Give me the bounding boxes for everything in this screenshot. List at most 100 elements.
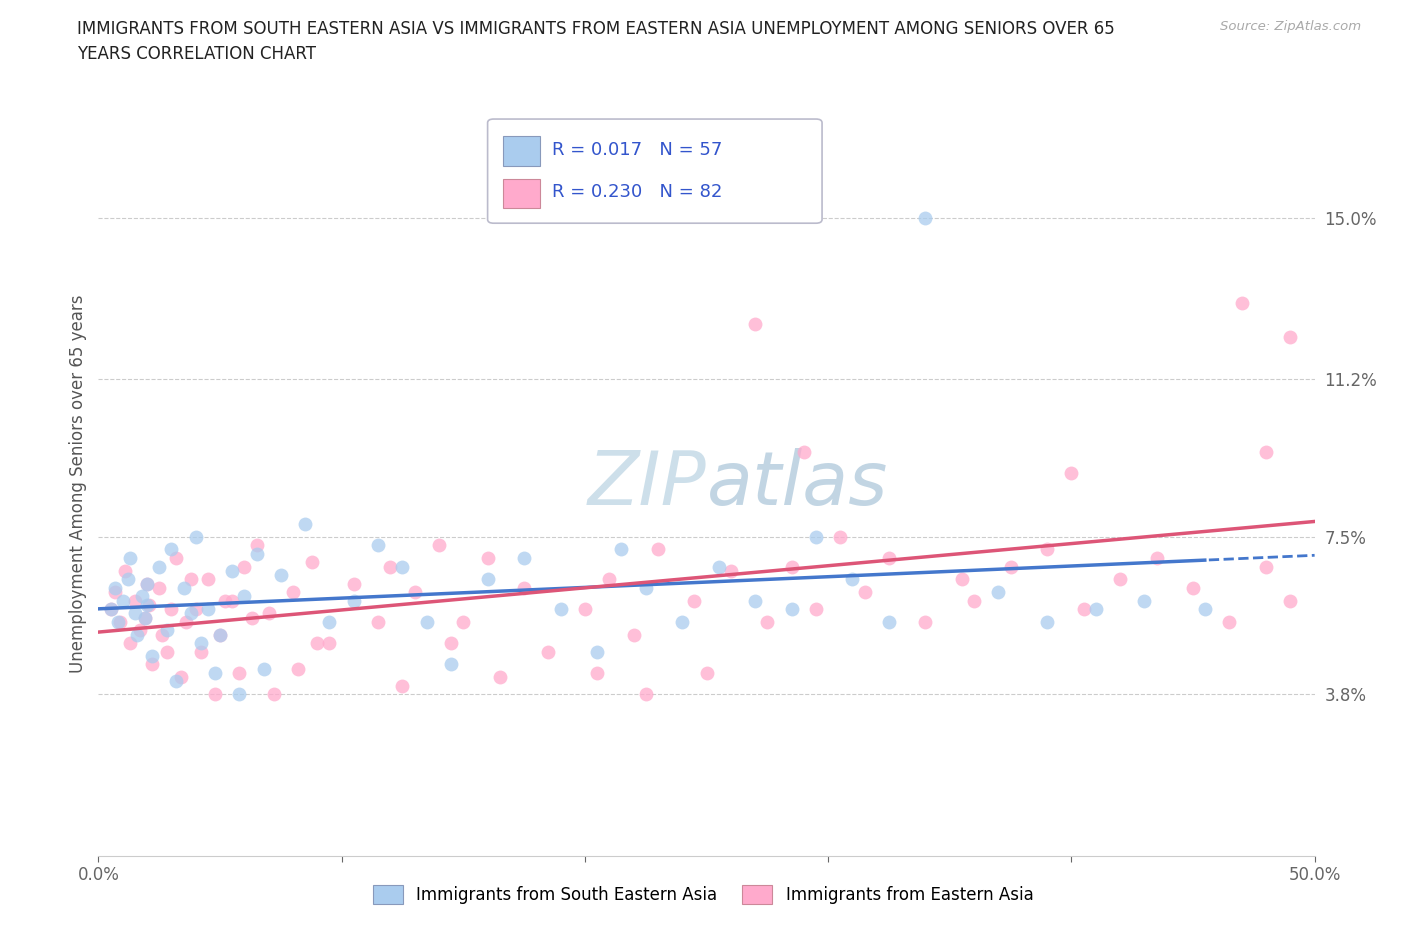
Point <box>233 589 256 604</box>
FancyBboxPatch shape <box>488 119 823 223</box>
Point <box>696 665 718 680</box>
Point <box>131 589 153 604</box>
Point <box>209 627 232 642</box>
Point <box>744 593 766 608</box>
Point <box>1000 559 1022 574</box>
Point <box>134 610 156 625</box>
Point <box>1279 329 1302 344</box>
Point <box>228 665 250 680</box>
Point <box>440 657 463 671</box>
Point <box>155 644 177 659</box>
Point <box>586 665 609 680</box>
Point <box>184 529 207 544</box>
Point <box>148 559 170 574</box>
Point <box>367 615 389 630</box>
Point <box>100 602 122 617</box>
Point <box>586 644 609 659</box>
Point <box>634 686 657 701</box>
Point <box>180 605 202 620</box>
Point <box>477 551 499 565</box>
Point <box>1254 559 1277 574</box>
Point <box>623 627 645 642</box>
Point <box>780 602 803 617</box>
Point <box>257 605 280 620</box>
FancyBboxPatch shape <box>503 179 540 208</box>
Point <box>1146 551 1168 565</box>
Point <box>391 678 413 693</box>
Point <box>150 627 173 642</box>
Point <box>513 551 536 565</box>
Point <box>165 674 187 689</box>
Point <box>513 580 536 595</box>
Point <box>634 580 657 595</box>
Point <box>214 593 236 608</box>
Point <box>141 648 163 663</box>
Point <box>118 635 141 650</box>
Point <box>136 597 159 612</box>
Point <box>263 686 285 701</box>
Text: ZIP: ZIP <box>588 447 707 520</box>
Point <box>281 585 304 600</box>
Point <box>221 593 243 608</box>
Point <box>1084 602 1107 617</box>
Point <box>780 559 803 574</box>
Point <box>155 623 177 638</box>
Point <box>1109 572 1132 587</box>
Point <box>240 610 263 625</box>
Point <box>128 623 150 638</box>
Text: R = 0.230   N = 82: R = 0.230 N = 82 <box>553 183 723 201</box>
Point <box>165 551 187 565</box>
Point <box>453 615 475 630</box>
Point <box>111 593 134 608</box>
Point <box>136 576 159 591</box>
Point <box>744 317 766 332</box>
Point <box>253 661 276 676</box>
Point <box>141 657 163 671</box>
Point <box>190 644 212 659</box>
Point <box>914 210 936 225</box>
Y-axis label: Unemployment Among Seniors over 65 years: Unemployment Among Seniors over 65 years <box>69 295 87 672</box>
Text: Source: ZipAtlas.com: Source: ZipAtlas.com <box>1220 20 1361 33</box>
Point <box>877 551 900 565</box>
Point <box>367 538 389 552</box>
Point <box>477 572 499 587</box>
Point <box>720 564 742 578</box>
Point <box>1230 296 1253 311</box>
Point <box>127 627 149 642</box>
Point <box>221 564 243 578</box>
Point <box>537 644 560 659</box>
Point <box>318 615 340 630</box>
Point <box>671 615 693 630</box>
Point <box>270 567 292 582</box>
Point <box>100 602 122 617</box>
Point <box>233 559 256 574</box>
Point <box>294 516 316 531</box>
Point <box>707 559 730 574</box>
Point <box>683 593 706 608</box>
Point <box>228 686 250 701</box>
Point <box>404 585 426 600</box>
Point <box>830 529 852 544</box>
Point <box>160 542 183 557</box>
Point <box>114 564 136 578</box>
Point <box>104 585 127 600</box>
Point <box>118 551 141 565</box>
Point <box>107 615 129 630</box>
Point <box>134 610 156 625</box>
Point <box>380 559 402 574</box>
Point <box>197 572 219 587</box>
Point <box>307 635 329 650</box>
Point <box>160 602 183 617</box>
Point <box>190 635 212 650</box>
Point <box>343 593 366 608</box>
Point <box>987 585 1010 600</box>
Point <box>117 572 139 587</box>
Text: YEARS CORRELATION CHART: YEARS CORRELATION CHART <box>77 45 316 62</box>
Text: atlas: atlas <box>707 447 889 520</box>
Point <box>574 602 596 617</box>
Point <box>914 615 936 630</box>
Point <box>197 602 219 617</box>
Point <box>110 615 132 630</box>
Point <box>1060 466 1083 481</box>
Point <box>204 665 226 680</box>
